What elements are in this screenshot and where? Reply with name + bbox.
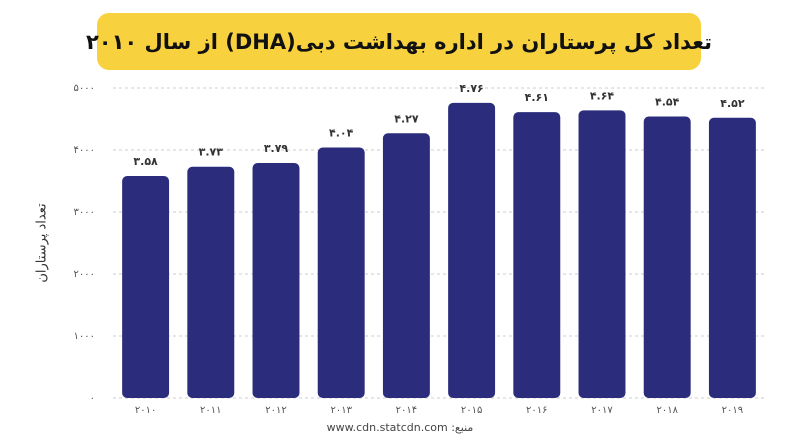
y-tick-label: ۳۰۰۰ — [74, 207, 95, 218]
bar — [643, 116, 691, 399]
value-label: ۴.۶۱ — [525, 91, 549, 104]
bar — [187, 166, 235, 398]
bar — [578, 110, 626, 398]
value-label: ۳.۷۹ — [264, 142, 289, 155]
x-tick-label: ۲۰۱۰ — [135, 405, 156, 416]
value-label: ۴.۶۴ — [590, 89, 615, 102]
bar — [317, 147, 365, 398]
y-axis-label: تعداد پرستاران — [35, 203, 50, 283]
x-tick-label: ۲۰۱۴ — [396, 405, 417, 416]
x-tick-label: ۲۰۱۶ — [526, 405, 547, 416]
y-tick-label: ۱۰۰۰ — [74, 331, 95, 342]
x-tick-label: ۲۰۱۸ — [656, 405, 678, 416]
x-tick-label: ۲۰۱۳ — [330, 405, 352, 416]
y-tick-label: ۲۰۰۰ — [74, 269, 95, 280]
value-label: ۳.۵۸ — [133, 155, 158, 168]
bar — [513, 112, 561, 399]
x-tick-label: ۲۰۱۷ — [591, 405, 613, 416]
title-box — [97, 13, 701, 70]
value-label: ۴.۲۷ — [394, 112, 419, 125]
y-tick-label: ۰ — [90, 393, 95, 404]
value-label: ۳.۷۳ — [199, 146, 224, 159]
value-label: ۴.۵۲ — [720, 97, 745, 110]
value-label: ۴.۰۴ — [329, 127, 354, 140]
x-tick-label: ۲۰۱۲ — [265, 405, 286, 416]
bar — [252, 163, 300, 398]
x-tick-label: ۲۰۱۹ — [722, 405, 743, 416]
y-tick-label: ۵۰۰۰ — [74, 83, 95, 94]
value-label: ۴.۷۶ — [459, 82, 483, 95]
value-label: ۴.۵۴ — [655, 96, 680, 109]
chart-title: تعداد کل پرستاران در اداره بهداشت دبی(DH… — [86, 30, 712, 54]
bar — [122, 176, 170, 398]
x-tick-label: ۲۰۱۵ — [461, 405, 482, 416]
y-tick-label: ۴۰۰۰ — [74, 145, 95, 156]
source: منبع: www.cdn.statcdn.com — [327, 421, 474, 434]
bar — [382, 133, 430, 398]
bar — [708, 117, 756, 398]
bar — [448, 102, 496, 398]
x-tick-label: ۲۰۱۱ — [200, 405, 221, 416]
